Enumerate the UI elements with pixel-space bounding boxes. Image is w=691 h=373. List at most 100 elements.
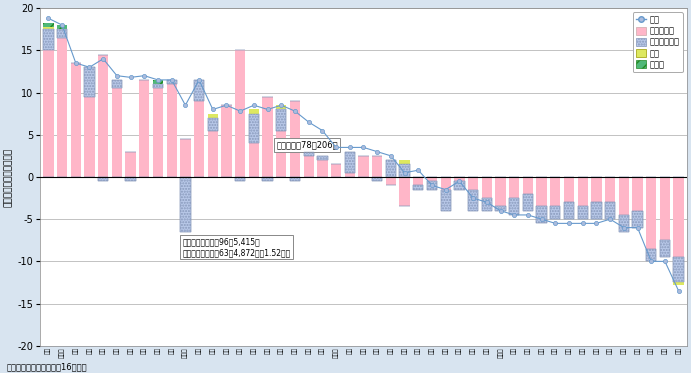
Bar [112,80,122,88]
Bar [290,177,300,181]
Bar [126,177,135,181]
Bar [660,240,670,257]
Bar [263,177,273,181]
Bar [167,80,177,84]
Bar [70,63,81,177]
Bar [427,181,437,189]
Bar [536,177,547,207]
Bar [98,54,108,177]
Bar [235,177,245,181]
Bar [345,173,355,177]
Bar [317,156,328,160]
Bar [482,177,492,198]
Bar [536,207,547,223]
Bar [454,181,464,189]
Bar [303,152,314,156]
Bar [674,282,684,285]
Bar [618,215,629,232]
Bar [249,143,259,177]
Bar [523,194,533,211]
Bar [591,202,602,219]
Bar [454,181,464,189]
Bar [468,189,478,211]
Bar [317,160,328,177]
Bar [235,177,245,181]
Bar [57,38,67,177]
Bar [441,189,451,211]
Bar [482,198,492,211]
Bar [632,211,643,228]
Bar [345,152,355,173]
Bar [153,84,163,88]
Bar [646,177,656,249]
Bar [413,185,424,189]
Bar [249,114,259,143]
Bar [57,25,67,29]
Bar [674,177,684,257]
Bar [618,215,629,232]
Bar [536,207,547,223]
Bar [509,177,520,198]
Bar [372,177,382,181]
Bar [167,80,177,84]
Bar [386,160,396,177]
Bar [194,80,205,101]
Bar [495,207,506,211]
Bar [153,80,163,84]
Text: 全国平均：78丏206円: 全国平均：78丏206円 [276,140,338,150]
Bar [153,84,163,88]
Bar [523,177,533,194]
Bar [618,177,629,215]
Bar [399,177,410,207]
Bar [399,164,410,177]
Y-axis label: 全国平均との差（万円）: 全国平均との差（万円） [4,147,13,207]
Bar [660,240,670,257]
Bar [674,257,684,282]
Bar [84,67,95,97]
Bar [44,22,53,27]
Bar [276,109,287,131]
Bar [249,109,259,114]
Bar [263,177,273,181]
Bar [249,114,259,143]
Bar [57,29,67,38]
Bar [646,249,656,261]
Bar [167,84,177,177]
Bar [303,152,314,156]
Bar [194,80,205,101]
Bar [427,181,437,189]
Bar [591,177,602,202]
Bar [441,189,451,211]
Bar [399,160,410,164]
Bar [660,177,670,240]
Bar [550,207,560,219]
Bar [208,114,218,118]
Bar [153,80,163,84]
Bar [290,177,300,181]
Bar [399,164,410,177]
Bar [674,282,684,285]
Bar [509,198,520,215]
Bar [564,202,574,219]
Bar [57,29,67,38]
Bar [276,105,287,109]
Bar [372,156,382,177]
Bar [482,198,492,211]
Bar [386,160,396,177]
Bar [564,177,574,202]
Bar [646,249,656,261]
Bar [276,131,287,177]
Bar [345,152,355,173]
Bar [44,27,53,29]
Bar [550,207,560,219]
Bar [523,194,533,211]
Bar [605,202,615,219]
Bar [495,207,506,211]
Bar [44,50,53,177]
Bar [139,80,149,177]
Bar [413,185,424,189]
Bar [208,131,218,177]
Text: 資料：厚生労働省（平成16年度）: 資料：厚生労働省（平成16年度） [7,362,88,371]
Bar [263,97,273,177]
Bar [276,109,287,131]
